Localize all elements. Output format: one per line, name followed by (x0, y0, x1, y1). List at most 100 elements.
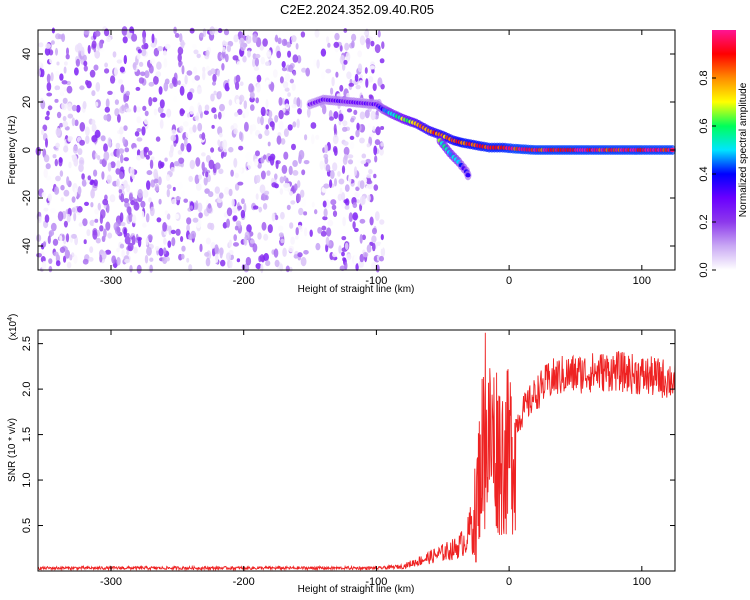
spectrogram-cell (298, 207, 304, 216)
spectrogram-cell (163, 58, 168, 68)
spectrogram-cell (303, 160, 310, 165)
spectrogram-cell (87, 44, 91, 54)
spectrogram-cell (209, 222, 215, 231)
spectrogram-cell (42, 124, 48, 132)
spectrogram-cell (175, 228, 181, 236)
spectrogram-cell (94, 152, 98, 159)
spectrogram-cell (63, 220, 68, 227)
spectrogram-cell (126, 232, 130, 238)
spectrogram-cell (121, 104, 125, 112)
spectrogram-cell (149, 257, 154, 262)
spectrogram-cell (125, 90, 130, 96)
spectrogram-cell (237, 108, 243, 115)
y-tick-label: 2.0 (21, 381, 33, 396)
spectrogram-cell (61, 234, 65, 242)
spectrogram-cell (165, 256, 170, 262)
spectrogram-cell (224, 53, 229, 63)
spectrogram-cell (359, 180, 365, 190)
spectrogram-cell (346, 253, 352, 261)
spectrogram-cell (120, 84, 125, 94)
spectrogram-cell (164, 157, 168, 162)
spectrogram-cell (325, 236, 330, 246)
spectrogram-cell (288, 64, 294, 73)
spectrogram-cell (355, 186, 360, 192)
spectrogram-cell (138, 77, 145, 84)
spectrogram-cell (357, 50, 363, 58)
spectrogram-cell (218, 168, 224, 175)
spectrogram-cell (265, 195, 269, 201)
spectrogram-cell (361, 195, 366, 205)
spectrogram-cell (56, 111, 62, 119)
spectrogram-cell (186, 70, 193, 76)
spectrogram-cell (116, 178, 120, 187)
spectrogram-cell (239, 94, 245, 103)
spectrogram-cell (205, 49, 210, 57)
spectrogram-cell (122, 136, 126, 145)
spectrogram-cell (43, 154, 50, 163)
spectrogram-cell (45, 138, 48, 148)
spectrogram-cell (197, 122, 203, 132)
spectrogram-cell (257, 162, 262, 169)
spectrogram-cell (265, 124, 269, 130)
spectrogram-cell (217, 28, 223, 34)
spectrogram-cell (311, 134, 315, 145)
spectrogram-cell (55, 142, 60, 149)
spectrogram-cell (352, 221, 356, 230)
spectrogram-cell (359, 35, 366, 46)
spectrogram-cell (181, 190, 185, 199)
spectrogram-cell (364, 67, 368, 74)
spectrogram-cell (78, 157, 85, 167)
spectrogram-cell (297, 252, 303, 258)
spectrogram-cell (165, 174, 171, 182)
spectrogram-cell (72, 145, 79, 154)
spectrogram-cell (60, 184, 65, 191)
spectrogram-cell (330, 199, 337, 206)
spectrogram-cell (98, 180, 104, 187)
spectrogram-cell (146, 246, 152, 256)
spectrogram-cell (188, 233, 193, 241)
spectrogram-cell (164, 210, 168, 216)
spectrogram-cell (179, 85, 185, 96)
colorbar-ticks: 0.0 0.2 0.4 0.6 0.8 (698, 70, 716, 278)
spectrogram-cell (263, 154, 267, 160)
spectrogram-cell (123, 54, 128, 65)
spectrogram-cell (322, 216, 328, 221)
spectrogram-cell (230, 169, 234, 177)
spectrogram-cell (94, 208, 99, 215)
spectrogram-cell (106, 36, 112, 42)
spectrogram-cell (75, 58, 80, 67)
spectrogram-cell (260, 106, 266, 117)
spectrogram-cell (345, 52, 351, 62)
spectrogram-cell (89, 246, 94, 254)
spectrogram-cell (260, 263, 264, 274)
spectrogram-cell (105, 221, 111, 231)
spectrogram-cell (69, 254, 73, 261)
spectrogram-cell (239, 81, 244, 86)
spectrogram-cell (267, 224, 273, 234)
spectrogram-cell (326, 227, 332, 237)
spectrogram-cell (83, 60, 88, 67)
spectrogram-cell (359, 111, 366, 120)
spectrogram-cell (155, 71, 162, 78)
spectrogram-cell (129, 265, 133, 273)
spectrogram-cell (170, 189, 176, 198)
spectrogram-cell (83, 65, 88, 72)
spectrogram-cell (287, 50, 292, 58)
spectrogram-cell (105, 98, 110, 108)
spectrogram-cell (67, 113, 74, 119)
spectrogram-cell (177, 80, 181, 86)
spectrogram-cell (171, 237, 176, 247)
spectrogram-cell (378, 80, 383, 86)
spectrogram-cell (348, 82, 355, 87)
spectrogram-cell (276, 135, 282, 145)
spectrogram-cell (325, 164, 331, 173)
spectrogram-cell (60, 87, 65, 96)
spectrogram-cell (103, 143, 108, 153)
spectrogram-cell (136, 106, 141, 113)
spectrogram-cell (47, 193, 52, 202)
spectrogram-cell (379, 219, 385, 225)
spectrogram-cell (91, 90, 96, 97)
spectrogram-cell (353, 166, 358, 177)
spectrogram-cell (136, 137, 143, 142)
